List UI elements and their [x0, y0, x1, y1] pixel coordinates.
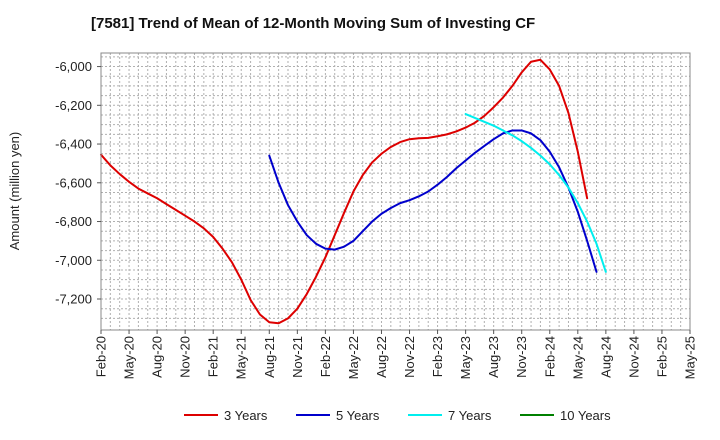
x-axis-ticks: Feb-20 May-20 Aug-20 Nov-20 Feb-21 May-21 Aug-… — [94, 330, 698, 379]
x-tick-label: May-21 — [234, 336, 249, 379]
x-tick-label: Nov-23 — [514, 336, 529, 378]
series-line-2 — [268, 129, 598, 273]
x-tick-label: May-25 — [683, 336, 698, 379]
x-tick-label: May-24 — [570, 336, 585, 379]
legend-item[interactable]: 5 Years — [296, 408, 380, 423]
y-tick-label: -6,200 — [55, 98, 92, 113]
legend-item[interactable]: 7 Years — [408, 408, 492, 423]
x-tick-label: Nov-24 — [626, 336, 641, 378]
x-tick-label: Aug-23 — [486, 336, 501, 378]
x-tick-label: Nov-20 — [178, 336, 193, 378]
x-tick-label: May-20 — [122, 336, 137, 379]
x-tick-label: Feb-24 — [542, 336, 557, 377]
y-axis-label: Amount (million yen) — [7, 132, 22, 251]
y-tick-label: -7,000 — [55, 253, 92, 268]
legend[interactable]: 3 Years 5 Years 7 Years 10 Years — [184, 408, 611, 423]
x-tick-label: Nov-22 — [402, 336, 417, 378]
plot-frame — [100, 52, 691, 331]
x-tick-label: Feb-20 — [94, 336, 109, 377]
legend-item[interactable]: 10 Years — [520, 408, 611, 423]
legend-item[interactable]: 3 Years — [184, 408, 268, 423]
y-tick-label: -6,800 — [55, 214, 92, 229]
x-tick-label: Feb-21 — [206, 336, 221, 377]
series-line-1 — [100, 58, 589, 325]
x-tick-label: Nov-21 — [290, 336, 305, 378]
x-tick-label: May-22 — [346, 336, 361, 379]
legend-label: 5 Years — [336, 408, 380, 423]
chart-title: [7581] Trend of Mean of 12-Month Moving … — [91, 15, 536, 32]
x-tick-label: Aug-21 — [262, 336, 277, 378]
legend-label: 3 Years — [224, 408, 268, 423]
y-tick-label: -6,400 — [55, 137, 92, 152]
y-axis-ticks: -6,000 -6,200 -6,400 -6,600 -6,800 -7,000 -7,2… — [55, 59, 101, 307]
y-tick-label: -7,200 — [55, 292, 92, 307]
series-lines — [100, 58, 607, 325]
y-tick-label: -6,600 — [55, 175, 92, 190]
y-tick-label: -6,000 — [55, 59, 92, 74]
x-tick-label: Aug-20 — [150, 336, 165, 378]
x-tick-label: Aug-24 — [598, 336, 613, 378]
x-tick-label: Feb-25 — [654, 336, 669, 377]
x-tick-label: Feb-22 — [318, 336, 333, 377]
legend-label: 10 Years — [560, 408, 611, 423]
x-tick-label: May-23 — [458, 336, 473, 379]
grid — [101, 53, 690, 330]
series-line-3 — [464, 113, 607, 273]
x-tick-label: Aug-22 — [374, 336, 389, 378]
x-tick-label: Feb-23 — [430, 336, 445, 377]
legend-label: 7 Years — [448, 408, 492, 423]
